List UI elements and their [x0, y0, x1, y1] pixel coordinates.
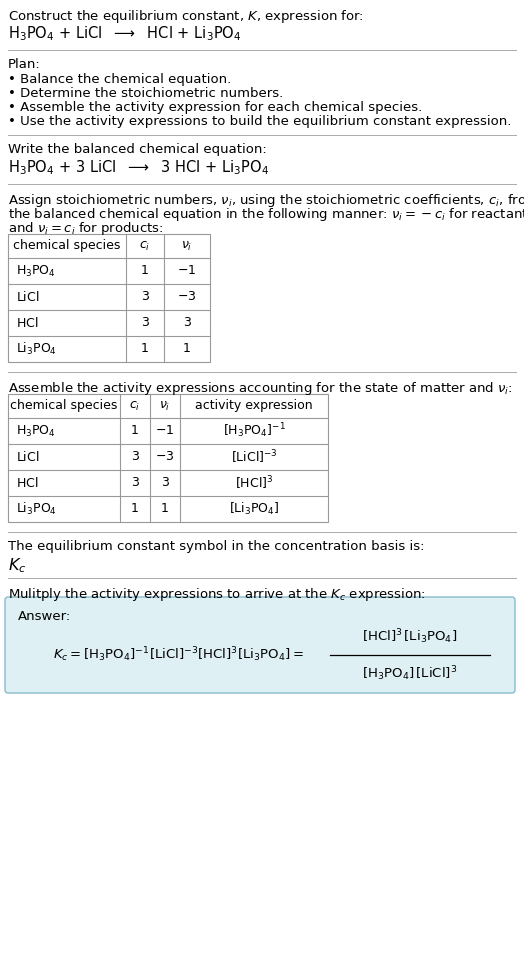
Text: 3: 3 [183, 317, 191, 329]
Text: $-1$: $-1$ [178, 264, 196, 278]
Text: 3: 3 [131, 477, 139, 489]
Text: $\nu_i$: $\nu_i$ [159, 399, 171, 412]
Bar [8, 234, 210, 362]
Text: Write the balanced chemical equation:: Write the balanced chemical equation: [8, 143, 267, 156]
Text: $-3$: $-3$ [177, 291, 196, 303]
Text: $[\mathrm{HCl}]^3$: $[\mathrm{HCl}]^3$ [235, 475, 273, 492]
Text: and $\nu_i = c_i$ for products:: and $\nu_i = c_i$ for products: [8, 220, 163, 237]
Text: $\mathrm{LiCl}$: $\mathrm{LiCl}$ [16, 290, 39, 304]
Text: chemical species: chemical species [10, 399, 118, 412]
Text: • Use the activity expressions to build the equilibrium constant expression.: • Use the activity expressions to build … [8, 115, 511, 128]
Text: chemical species: chemical species [13, 239, 121, 253]
Text: $\mathrm{LiCl}$: $\mathrm{LiCl}$ [16, 450, 39, 464]
Text: $\mathrm{Li_3PO_4}$: $\mathrm{Li_3PO_4}$ [16, 341, 57, 357]
Text: Answer:: Answer: [18, 610, 71, 623]
Text: • Balance the chemical equation.: • Balance the chemical equation. [8, 73, 231, 86]
Text: $[\mathrm{HCl}]^3\,[\mathrm{Li_3PO_4}]$: $[\mathrm{HCl}]^3\,[\mathrm{Li_3PO_4}]$ [363, 627, 457, 646]
Text: $K_c = [\mathrm{H_3PO_4}]^{-1} [\mathrm{LiCl}]^{-3} [\mathrm{HCl}]^3 [\mathrm{Li: $K_c = [\mathrm{H_3PO_4}]^{-1} [\mathrm{… [53, 646, 304, 664]
Text: $[\mathrm{Li_3PO_4}]$: $[\mathrm{Li_3PO_4}]$ [228, 501, 279, 517]
Text: Plan:: Plan: [8, 58, 41, 71]
Text: • Determine the stoichiometric numbers.: • Determine the stoichiometric numbers. [8, 87, 283, 100]
Text: 1: 1 [183, 343, 191, 355]
Text: 1: 1 [131, 502, 139, 516]
Text: $[\mathrm{H_3PO_4}]\,[\mathrm{LiCl}]^3$: $[\mathrm{H_3PO_4}]\,[\mathrm{LiCl}]^3$ [363, 664, 457, 682]
Text: $\mathrm{H_3PO_4}$: $\mathrm{H_3PO_4}$ [16, 423, 56, 438]
Text: 3: 3 [141, 317, 149, 329]
Text: 3: 3 [131, 451, 139, 463]
Text: Construct the equilibrium constant, $K$, expression for:: Construct the equilibrium constant, $K$,… [8, 8, 364, 25]
Text: 1: 1 [141, 343, 149, 355]
Text: $\nu_i$: $\nu_i$ [181, 239, 193, 253]
Text: $[\mathrm{LiCl}]^{-3}$: $[\mathrm{LiCl}]^{-3}$ [231, 448, 277, 466]
Text: $\mathrm{HCl}$: $\mathrm{HCl}$ [16, 476, 38, 490]
Text: The equilibrium constant symbol in the concentration basis is:: The equilibrium constant symbol in the c… [8, 540, 424, 553]
Text: $\mathrm{H_3PO_4}$ + LiCl  $\longrightarrow$  HCl + $\mathrm{Li_3PO_4}$: $\mathrm{H_3PO_4}$ + LiCl $\longrightarr… [8, 24, 242, 43]
Text: Assign stoichiometric numbers, $\nu_i$, using the stoichiometric coefficients, $: Assign stoichiometric numbers, $\nu_i$, … [8, 192, 524, 209]
Text: Assemble the activity expressions accounting for the state of matter and $\nu_i$: Assemble the activity expressions accoun… [8, 380, 512, 397]
Text: $-1$: $-1$ [156, 425, 174, 437]
Text: $[\mathrm{H_3PO_4}]^{-1}$: $[\mathrm{H_3PO_4}]^{-1}$ [223, 422, 286, 440]
Text: the balanced chemical equation in the following manner: $\nu_i = -c_i$ for react: the balanced chemical equation in the fo… [8, 206, 524, 223]
Text: $-3$: $-3$ [155, 451, 174, 463]
Text: $\mathrm{H_3PO_4}$ + 3 LiCl  $\longrightarrow$  3 HCl + $\mathrm{Li_3PO_4}$: $\mathrm{H_3PO_4}$ + 3 LiCl $\longrighta… [8, 158, 269, 177]
Text: 1: 1 [141, 264, 149, 278]
Text: 3: 3 [161, 477, 169, 489]
Text: $c_i$: $c_i$ [129, 399, 140, 412]
Text: $\mathrm{Li_3PO_4}$: $\mathrm{Li_3PO_4}$ [16, 501, 57, 517]
Text: Mulitply the activity expressions to arrive at the $K_c$ expression:: Mulitply the activity expressions to arr… [8, 586, 426, 603]
Text: $\mathrm{H_3PO_4}$: $\mathrm{H_3PO_4}$ [16, 263, 56, 278]
Text: • Assemble the activity expression for each chemical species.: • Assemble the activity expression for e… [8, 101, 422, 114]
Text: activity expression: activity expression [195, 399, 313, 412]
FancyBboxPatch shape [5, 597, 515, 693]
Text: 1: 1 [131, 425, 139, 437]
Text: 1: 1 [161, 502, 169, 516]
Text: $c_i$: $c_i$ [139, 239, 150, 253]
Text: 3: 3 [141, 291, 149, 303]
Text: $\mathrm{HCl}$: $\mathrm{HCl}$ [16, 316, 38, 330]
Bar [8, 394, 328, 522]
Text: $K_c$: $K_c$ [8, 556, 26, 575]
